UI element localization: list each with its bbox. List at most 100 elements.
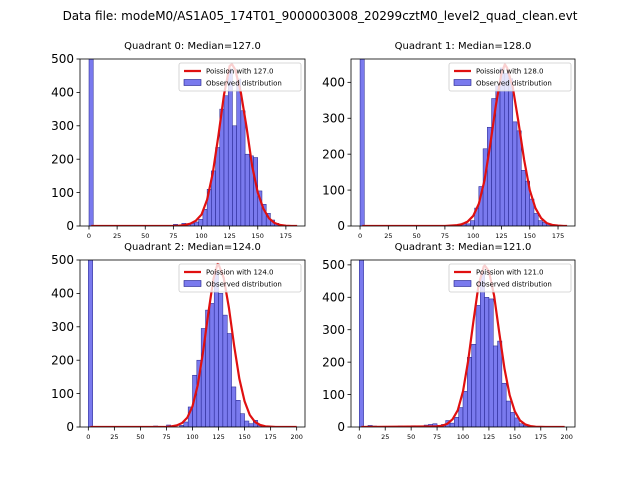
quadrant-2-legend-bar-swatch — [183, 280, 202, 287]
quadrant-1-bar — [521, 170, 526, 226]
quadrant-1-xtick-label: 150 — [524, 232, 536, 240]
quadrant-2-bar — [209, 303, 215, 427]
quadrant-3-xtick-label: 50 — [407, 433, 415, 441]
quadrant-0-xtick-label: 100 — [195, 232, 207, 240]
quadrant-1-xtick-label: 175 — [552, 232, 564, 240]
quadrant-2-xtick-label: 0 — [86, 433, 90, 441]
quadrant-3-bar — [458, 407, 464, 427]
quadrant-3-bar — [471, 344, 477, 427]
quadrant-1-ytick-label: 0 — [337, 219, 345, 233]
quadrant-1-xtick-label: 0 — [358, 232, 362, 240]
quadrant-1-panel: Quadrant 1: Median=128.0 0 25 50 75 100 125 150… — [322, 41, 576, 240]
quadrant-3-ytick-label: 300 — [322, 323, 345, 337]
quadrant-2-bar — [239, 413, 245, 427]
quadrant-3-bar — [480, 272, 485, 427]
quadrant-3-xtick-label: 75 — [433, 433, 441, 441]
quadrant-1-xtick-label: 100 — [467, 232, 479, 240]
quadrant-0-xtick-label: 25 — [113, 232, 121, 240]
quadrant-1-legend-observed-label: Observed distribution — [476, 80, 552, 88]
quadrant-3-bar — [510, 412, 516, 427]
quadrant-0-bar — [88, 59, 94, 226]
quadrant-3-xtick-label: 100 — [457, 433, 469, 441]
quadrant-2-xtick-label: 100 — [186, 433, 198, 441]
quadrant-0-axes-frame — [79, 58, 306, 227]
quadrant-0-ytick-label: 100 — [51, 186, 74, 200]
quadrant-0-legend-observed-label: Observed distribution — [206, 80, 282, 88]
quadrant-3-bar — [462, 391, 468, 427]
quadrant-2-xtick-label: 175 — [264, 433, 276, 441]
quadrant-3-bar — [505, 400, 511, 427]
quadrant-3-xtick-label: 175 — [535, 433, 547, 441]
quadrant-3-xtick-label: 150 — [509, 433, 521, 441]
quadrant-0-bar — [240, 110, 246, 226]
quadrant-2-xtick-label: 50 — [136, 433, 144, 441]
quadrant-1-xtick-label: 125 — [495, 232, 507, 240]
quadrant-3-xtick-label: 0 — [357, 433, 361, 441]
quadrant-0-bars — [88, 59, 284, 226]
quadrant-2-ytick-label: 200 — [51, 353, 74, 367]
quadrant-3-legend-poisson-label: Poission with 121.0 — [476, 269, 544, 277]
quadrant-1-axes-frame — [350, 58, 576, 227]
quadrant-0-legend-poisson-label: Poission with 127.0 — [206, 68, 274, 76]
quadrant-0-bar — [198, 219, 204, 226]
quadrant-2-xtick-label: 75 — [162, 433, 170, 441]
quadrant-3-bar — [454, 417, 459, 427]
quadrant-1-bar — [533, 213, 539, 226]
quadrant-3-panel: Quadrant 3: Median=121.0 0 25 50 75 100 125 150… — [322, 242, 576, 441]
quadrant-2-legend-observed-label: Observed distribution — [206, 281, 282, 289]
figure-suptitle: Data file: modeM0/AS1A05_174T01_90000030… — [63, 9, 578, 23]
quadrant-1-bar — [504, 73, 509, 226]
quadrant-0-legend-bar-swatch — [183, 79, 202, 86]
quadrant-0-panel: Quadrant 0: Median=127.0 0 25 50 75 100 125 150… — [51, 41, 306, 240]
quadrant-3-bar — [497, 340, 503, 427]
quadrant-2-bar — [218, 293, 224, 427]
quadrant-3-bar — [484, 297, 490, 427]
quadrant-2-bar — [222, 314, 228, 427]
quadrant-2-legend: Poission with 124.0 Observed distribution — [178, 263, 302, 293]
quadrant-0-legend: Poission with 127.0 Observed distribution — [178, 62, 302, 92]
quadrant-3-ytick-label: 0 — [337, 420, 345, 434]
quadrant-3-ytick-label: 400 — [322, 290, 345, 304]
quadrant-0-xtick-label: 125 — [223, 232, 235, 240]
quadrant-0-bar — [227, 68, 233, 226]
quadrant-1-bar — [359, 59, 365, 226]
quadrant-1-bar — [512, 121, 518, 226]
quadrant-2-legend-poisson-label: Poission with 124.0 — [206, 269, 274, 277]
quadrant-2-ytick-label: 0 — [66, 420, 74, 434]
quadrant-0-xtick-label: 150 — [252, 232, 264, 240]
quadrant-2-bar — [88, 260, 93, 427]
quadrant-0-bar — [232, 125, 237, 226]
quadrant-3-ytick-label: 200 — [322, 355, 345, 369]
quadrant-3-bar — [501, 382, 507, 427]
quadrant-3-bar — [514, 417, 520, 427]
quadrant-3-xtick-label: 125 — [483, 433, 495, 441]
quadrant-0-legend-box — [178, 62, 302, 92]
quadrant-0-xtick-label: 175 — [280, 232, 292, 240]
quadrant-2-bar — [226, 333, 232, 427]
quadrant-0-title: Quadrant 0: Median=127.0 — [124, 41, 261, 52]
quadrant-3-bar — [449, 422, 455, 427]
quadrant-2-ytick-label: 300 — [51, 320, 74, 334]
quadrant-3-legend-observed-label: Observed distribution — [476, 281, 552, 289]
quadrant-3-bar — [488, 298, 494, 427]
quadrant-2-xtick-label: 125 — [212, 433, 224, 441]
quadrant-3-legend-bar-swatch — [453, 280, 472, 287]
quadrant-1-legend-poisson-label: Poission with 128.0 — [476, 68, 544, 76]
quadrant-1-legend: Poission with 128.0 Observed distribution — [448, 62, 572, 92]
quadrant-1-legend-bar-swatch — [453, 79, 472, 86]
quadrant-1-ytick-label: 400 — [322, 76, 345, 90]
quadrant-2-bar — [248, 423, 254, 427]
quadrant-0-ytick-label: 200 — [51, 152, 74, 166]
quadrant-2-bar — [244, 420, 250, 427]
quadrant-3-bar — [493, 345, 498, 427]
quadrant-3-ytick-label: 100 — [322, 388, 345, 402]
quadrant-0-bar — [194, 221, 199, 226]
quadrant-1-legend-box — [448, 62, 572, 92]
quadrant-1-xtick-label: 50 — [412, 232, 420, 240]
quadrant-1-bar — [516, 130, 522, 226]
quadrant-1-xtick-label: 75 — [441, 232, 449, 240]
quadrant-3-bar — [359, 260, 364, 427]
quadrant-2-ytick-label: 400 — [51, 287, 74, 301]
quadrant-1-bars — [359, 59, 556, 226]
